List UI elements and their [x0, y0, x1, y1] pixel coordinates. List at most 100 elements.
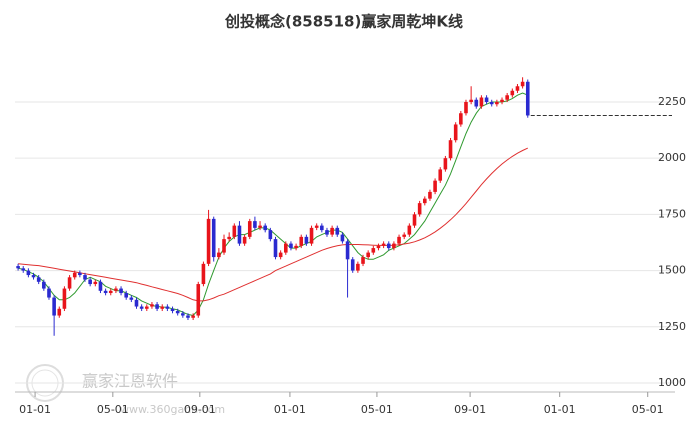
x-tick-label: 05-01: [632, 403, 664, 416]
y-tick-label: 1500: [658, 264, 686, 277]
candle-body: [381, 243, 386, 246]
y-tick-label: 1250: [658, 320, 686, 333]
candle-body: [57, 308, 62, 316]
candle-body: [191, 315, 195, 318]
candle-body: [52, 297, 56, 316]
candle-body: [16, 266, 20, 269]
candle-body: [330, 227, 334, 235]
candle-body: [464, 101, 468, 114]
candle-body: [98, 281, 103, 291]
candle-body: [453, 124, 458, 141]
x-tick-label: 09-01: [454, 403, 486, 416]
candle-body: [309, 227, 314, 244]
candle-body: [103, 290, 108, 294]
candle-body: [129, 297, 134, 300]
moving-average-line: [17, 92, 528, 317]
candle-body: [361, 257, 365, 264]
candle-body: [356, 263, 360, 271]
candle-body: [433, 180, 437, 192]
candle-body: [510, 90, 515, 96]
candle-body: [289, 243, 293, 249]
candle-body: [314, 225, 319, 228]
candle-body: [31, 275, 36, 278]
candle-body: [500, 99, 504, 102]
candle-body: [170, 308, 175, 312]
candle-body: [206, 218, 211, 264]
candle-body: [139, 306, 144, 309]
candle-body: [392, 243, 396, 249]
watermark-url: www.360gann.com: [120, 403, 225, 416]
candle-body: [350, 259, 355, 271]
candle-body: [428, 191, 432, 199]
candle-body: [263, 225, 268, 231]
candle-body: [196, 284, 201, 316]
candle-body: [201, 263, 206, 285]
candle-body: [402, 234, 407, 237]
candle-body: [422, 198, 427, 204]
candle-body: [237, 225, 242, 244]
candle-body: [258, 225, 262, 228]
candle-body: [21, 268, 26, 271]
candle-body: [299, 236, 304, 246]
candle-body: [320, 225, 324, 231]
x-tick-label: 01-01: [274, 403, 306, 416]
candle-body: [165, 306, 170, 309]
candle-body: [484, 97, 489, 102]
candle-body: [386, 243, 391, 249]
candle-body: [335, 227, 340, 235]
candle-body: [88, 279, 92, 285]
candle-body: [181, 313, 185, 316]
candle-body: [489, 101, 494, 105]
candle-body: [459, 113, 463, 125]
x-tick-label: 05-01: [97, 403, 129, 416]
candle-body: [283, 243, 288, 253]
candle-body: [479, 97, 484, 107]
candle-body: [371, 248, 376, 253]
candle-body: [520, 81, 525, 87]
chart-title: 创投概念(858518)赢家周乾坤K线: [224, 13, 463, 31]
candle-body: [242, 236, 247, 244]
candle-body: [114, 288, 118, 291]
candle-body: [78, 272, 82, 276]
y-tick-label: 1000: [658, 376, 686, 389]
candle-body: [469, 99, 473, 102]
watermark: 赢家江恩软件: [82, 372, 178, 391]
candle-body: [412, 214, 417, 226]
candle-body: [67, 277, 72, 289]
candle-body: [304, 236, 309, 244]
candle-body: [345, 241, 350, 260]
y-tick-label: 2000: [658, 151, 686, 164]
moving-average-line: [18, 147, 529, 302]
x-tick-label: 09-01: [184, 403, 216, 416]
candle-body: [119, 288, 123, 294]
x-tick-label: 05-01: [361, 403, 393, 416]
candle-body: [160, 306, 165, 309]
candle-body: [268, 230, 273, 240]
y-tick-label: 2250: [658, 95, 686, 108]
candle-body: [83, 275, 87, 280]
candle-body: [108, 290, 113, 294]
candle-body: [47, 288, 51, 298]
candle-body: [325, 230, 329, 235]
candle-body: [150, 304, 154, 307]
candle-body: [474, 99, 479, 107]
y-tick-label: 1750: [658, 207, 686, 220]
candle-body: [417, 203, 422, 215]
candle-body: [186, 315, 190, 318]
candle-body: [134, 299, 139, 307]
candle-body: [443, 158, 448, 170]
candle-body: [448, 140, 453, 159]
candle-body: [222, 239, 226, 253]
candle-body: [525, 81, 530, 116]
candle-body: [340, 234, 345, 242]
candle-body: [495, 101, 499, 105]
candle-body: [253, 221, 257, 228]
candle-body: [438, 169, 443, 181]
candle-body: [515, 86, 520, 91]
candle-body: [217, 252, 221, 258]
candle-body: [72, 272, 77, 278]
candle-body: [36, 277, 41, 282]
candle-body: [62, 288, 67, 309]
candle-body: [273, 239, 278, 258]
